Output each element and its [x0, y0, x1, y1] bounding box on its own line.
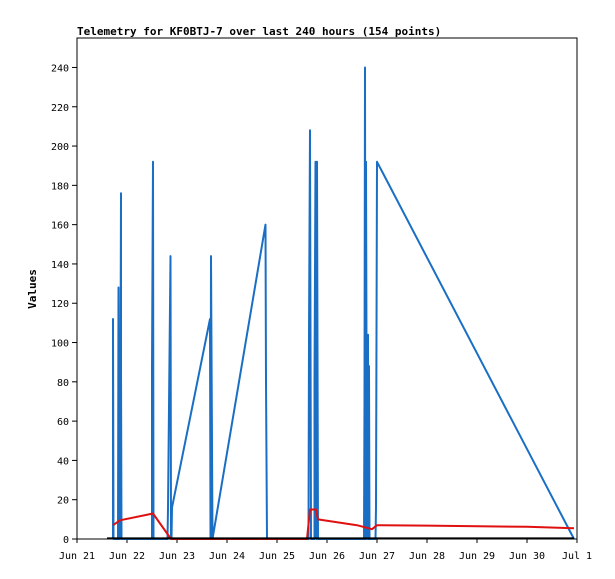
plot-area	[76, 37, 578, 540]
x-tick-label: Jun 25	[259, 551, 295, 562]
x-axis-ticks: Jun 21 Jun 22 Jun 23 Jun 24 Jun 25 Jun 26 Jun …	[59, 539, 592, 562]
x-tick-label: Jun 23	[159, 551, 195, 562]
y-tick-label: 100	[51, 339, 69, 350]
y-tick-label: 160	[51, 221, 69, 232]
y-axis-ticks: 0 20 40 60 80 100 120 140 160 180 200 220 240	[51, 63, 77, 546]
series-line-1	[112, 66, 575, 540]
x-tick-label: Jun 28	[409, 551, 445, 562]
x-tick-label: Jun 27	[359, 551, 395, 562]
y-tick-label: 180	[51, 181, 69, 192]
y-tick-label: 80	[57, 378, 69, 389]
x-tick-label: Jun 22	[109, 551, 145, 562]
y-tick-label: 140	[51, 260, 69, 271]
series-line-2	[112, 508, 575, 540]
x-tick-label: Jun 24	[209, 551, 245, 562]
y-tick-label: 60	[57, 417, 69, 428]
x-tick-label: Jun 26	[309, 551, 345, 562]
y-tick-label: 40	[57, 456, 69, 467]
x-tick-label: Jun 21	[59, 551, 95, 562]
chart-title: Telemetry for KF0BTJ-7 over last 240 hou…	[77, 25, 441, 38]
y-tick-label: 20	[57, 496, 69, 507]
x-tick-label: Jun 30	[509, 551, 545, 562]
y-tick-label: 200	[51, 142, 69, 153]
data-series-layer	[107, 66, 575, 540]
y-tick-label: 0	[63, 535, 69, 546]
y-tick-label: 240	[51, 63, 69, 74]
y-axis-label: Values	[26, 269, 39, 309]
x-tick-label: Jul 1	[562, 551, 592, 562]
x-tick-label: Jun 29	[459, 551, 495, 562]
y-tick-label: 120	[51, 299, 69, 310]
y-tick-label: 220	[51, 103, 69, 114]
